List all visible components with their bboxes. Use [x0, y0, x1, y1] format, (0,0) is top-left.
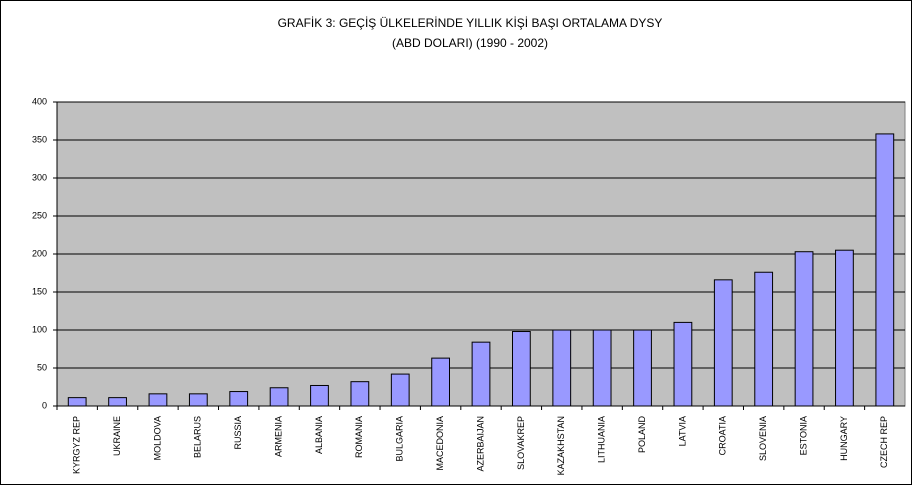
y-tick-label: 300 — [32, 172, 47, 182]
bar — [552, 329, 572, 407]
bar — [229, 391, 249, 407]
x-tick-label: KAZAKHSTAN — [556, 416, 566, 475]
bar — [431, 357, 451, 407]
bar — [67, 397, 87, 407]
bar — [108, 397, 127, 407]
bar — [835, 249, 854, 407]
x-tick-label: ESTONIA — [798, 416, 808, 455]
bar — [794, 251, 814, 407]
x-tick-label: CROATIA — [718, 416, 728, 455]
x-tick-label: SLOVENIA — [758, 416, 768, 461]
x-tick-label: LATVIA — [677, 416, 687, 446]
bar — [390, 373, 410, 407]
bar — [269, 387, 289, 407]
y-tick-label: 400 — [32, 96, 47, 106]
chart-title: GRAFİK 3: GEÇİŞ ÜLKELERİNDE YILLIK KİŞİ … — [278, 16, 663, 30]
x-tick-label: ROMANIA — [354, 416, 364, 458]
x-tick-label: AZERBAIJAN — [475, 416, 485, 472]
x-tick-label: LITHUANIA — [597, 416, 607, 463]
y-tick-label: 350 — [32, 134, 47, 144]
x-tick-label: MOLDOVA — [152, 416, 162, 460]
y-tick-label: 0 — [42, 400, 47, 410]
bar — [350, 381, 370, 407]
y-tick-label: 50 — [37, 362, 47, 372]
y-tick-label: 150 — [32, 286, 47, 296]
x-tick-label: POLAND — [637, 416, 647, 454]
x-tick-label: ALBANIA — [314, 416, 324, 454]
x-tick-label: UKRAINE — [112, 416, 122, 456]
bar — [471, 341, 491, 407]
x-tick-label: KYRGYZ REP — [72, 416, 82, 474]
x-tick-label: RUSSIA — [233, 416, 243, 450]
bar — [713, 279, 733, 407]
bar — [633, 329, 652, 407]
bar — [148, 393, 168, 407]
bar — [673, 321, 693, 407]
bar — [754, 271, 774, 407]
chart-title: (ABD DOLARI) (1990 - 2002) — [392, 36, 548, 50]
y-tick-label: 200 — [32, 248, 47, 258]
x-tick-label: SLOVAKREP — [516, 416, 526, 470]
bar — [875, 133, 895, 407]
x-tick-label: HUNGARY — [839, 416, 849, 461]
y-tick-label: 100 — [32, 324, 47, 334]
x-tick-label: ARMENIA — [273, 416, 283, 457]
bar — [188, 393, 208, 407]
bar — [592, 329, 612, 407]
x-tick-label: CZECH REP — [879, 416, 889, 468]
x-tick-label: BULGARIA — [395, 416, 405, 462]
bar — [310, 384, 329, 407]
x-tick-label: MACEDONIA — [435, 416, 445, 471]
x-tick-label: BELARUS — [193, 416, 203, 458]
bar — [511, 331, 531, 407]
y-tick-label: 250 — [32, 210, 47, 220]
